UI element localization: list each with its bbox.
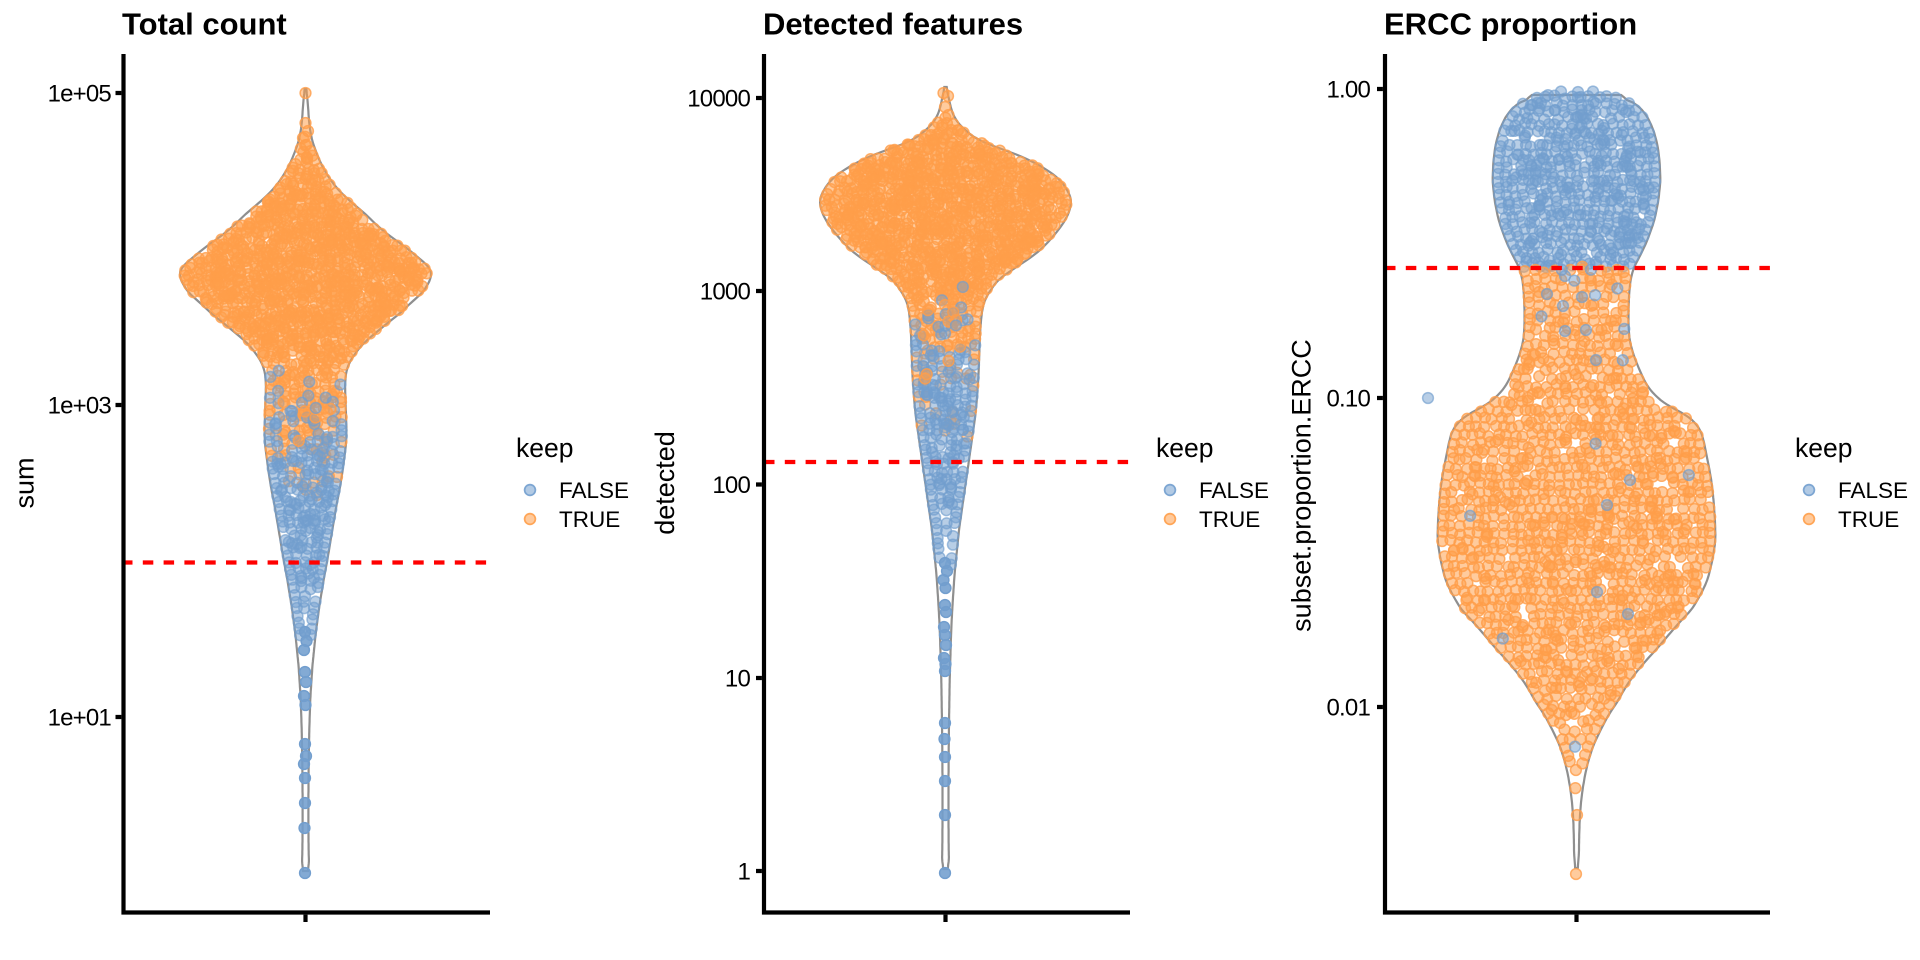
svg-text:10000: 10000 [687,86,750,113]
svg-text:FALSE: FALSE [1199,478,1269,503]
svg-text:1e+03: 1e+03 [48,393,112,420]
svg-text:ERCC proportion: ERCC proportion [1384,7,1637,42]
svg-text:keep: keep [1156,433,1213,463]
svg-text:10: 10 [725,666,751,693]
svg-text:TRUE: TRUE [559,507,620,532]
svg-text:1e+05: 1e+05 [48,81,112,108]
svg-text:Total count: Total count [122,7,287,42]
svg-text:sum: sum [10,457,40,508]
svg-text:FALSE: FALSE [1838,478,1908,503]
svg-text:detected: detected [650,431,680,535]
svg-text:1.00: 1.00 [1326,77,1370,104]
svg-text:TRUE: TRUE [1199,507,1260,532]
svg-text:0.01: 0.01 [1326,695,1370,722]
svg-text:subset.proportion.ERCC: subset.proportion.ERCC [1287,339,1317,632]
svg-text:1: 1 [737,859,750,886]
svg-text:TRUE: TRUE [1838,507,1899,532]
svg-text:1000: 1000 [700,279,751,306]
svg-text:1e+01: 1e+01 [48,705,112,732]
svg-text:keep: keep [516,433,573,463]
svg-text:FALSE: FALSE [559,478,629,503]
svg-text:keep: keep [1795,433,1852,463]
svg-text:0.10: 0.10 [1326,386,1370,413]
svg-text:Detected features: Detected features [763,7,1023,42]
svg-text:100: 100 [712,472,750,499]
